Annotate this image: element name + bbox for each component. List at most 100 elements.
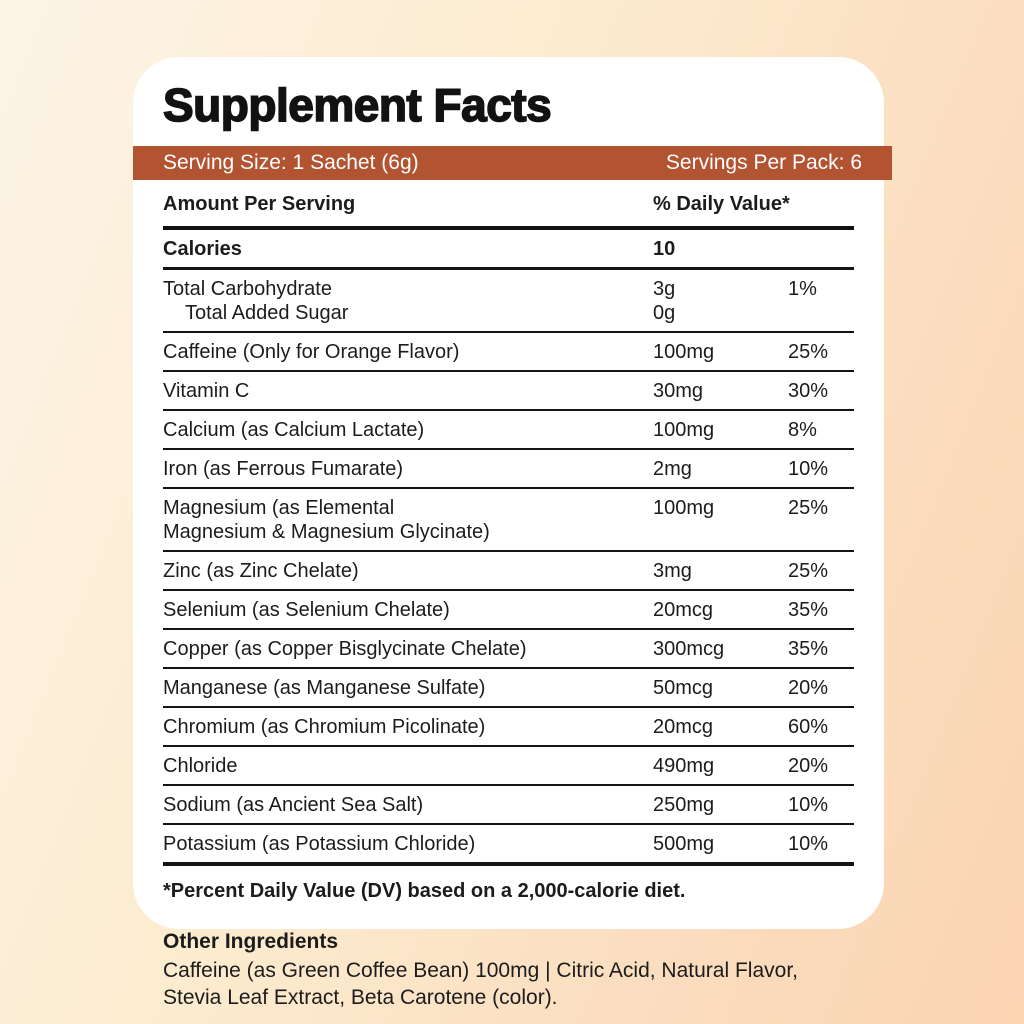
other-ingredients-line: Caffeine (as Green Coffee Bean) 100mg | … xyxy=(163,959,798,982)
table-row: Calcium (as Calcium Lactate) 100mg 8% xyxy=(163,411,854,450)
nutrient-label-line1: Potassium (as Potassium Chloride) xyxy=(163,832,476,855)
nutrient-label: Total Carbohydrate Total Added Sugar xyxy=(163,277,653,325)
supplement-facts-card: Supplement Facts Serving Size: 1 Sachet … xyxy=(133,57,892,929)
nutrient-label-line1: Manganese (as Manganese Sulfate) xyxy=(163,676,486,699)
nutrient-label-line1: Iron (as Ferrous Fumarate) xyxy=(163,457,404,480)
daily-value-header: % Daily Value* xyxy=(653,192,790,215)
nutrient-amount: 100mg xyxy=(653,418,788,442)
table-row: Caffeine (Only for Orange Flavor) 100mg … xyxy=(163,333,854,372)
nutrient-daily-value: 8% xyxy=(788,418,817,441)
nutrient-amount-line1: 490mg xyxy=(653,754,715,777)
nutrient-daily-value: 25% xyxy=(788,559,829,582)
nutrient-amount-line1: 100mg xyxy=(653,418,715,441)
nutrient-amount-line2: 0g xyxy=(653,301,676,324)
nutrient-daily-value: 60% xyxy=(788,715,829,738)
nutrient-daily-value: 25% xyxy=(788,340,829,363)
facts-table: Amount Per Serving % Daily Value* Calori… xyxy=(133,180,884,905)
nutrient-amount: 500mg xyxy=(653,832,788,856)
table-row: Copper (as Copper Bisglycinate Chelate) … xyxy=(163,630,854,669)
other-ingredients-title: Other Ingredients xyxy=(163,930,339,953)
nutrient-daily-value: 10% xyxy=(788,832,829,855)
nutrient-daily-value: 20% xyxy=(788,676,829,699)
nutrient-label: Chromium (as Chromium Picolinate) xyxy=(163,715,653,739)
nutrient-daily-value: 25% xyxy=(788,496,829,519)
nutrient-label: Calories xyxy=(163,237,653,261)
table-row: Magnesium (as Elemental Magnesium & Magn… xyxy=(163,489,854,552)
nutrient-label-line1: Magnesium (as Elemental xyxy=(163,496,395,519)
table-row: Vitamin C 30mg 30% xyxy=(163,372,854,411)
nutrient-label: Magnesium (as Elemental Magnesium & Magn… xyxy=(163,496,653,544)
nutrient-amount: 20mcg xyxy=(653,598,788,622)
table-row: Sodium (as Ancient Sea Salt) 250mg 10% xyxy=(163,786,854,825)
table-row: Calories 10 xyxy=(163,230,854,270)
nutrient-label-line1: Copper (as Copper Bisglycinate Chelate) xyxy=(163,637,527,660)
nutrient-daily-value: 10% xyxy=(788,793,829,816)
servings-per-pack-label: Servings Per Pack: 6 xyxy=(665,151,862,175)
nutrient-label-line1: Zinc (as Zinc Chelate) xyxy=(163,559,359,582)
other-ingredients-line: Stevia Leaf Extract, Beta Carotene (colo… xyxy=(163,986,558,1009)
nutrient-amount: 250mg xyxy=(653,793,788,817)
nutrient-label-line1: Caffeine (Only for Orange Flavor) xyxy=(163,340,460,363)
nutrient-amount: 2mg xyxy=(653,457,788,481)
nutrient-daily-value: 35% xyxy=(788,637,829,660)
nutrient-amount-line1: 20mcg xyxy=(653,715,714,738)
nutrient-label-line2: Magnesium & Magnesium Glycinate) xyxy=(163,520,490,543)
nutrient-amount: 100mg xyxy=(653,340,788,364)
nutrient-daily-value: 10% xyxy=(788,457,829,480)
nutrient-daily-value: 1% xyxy=(788,277,817,300)
facts-table-body: Calories 10 Total Carbohydrate Total Add… xyxy=(163,230,854,866)
nutrient-amount: 3g 0g xyxy=(653,277,788,325)
nutrient-label-line1: Calcium (as Calcium Lactate) xyxy=(163,418,425,441)
page-title: Supplement Facts xyxy=(162,79,552,131)
table-row: Selenium (as Selenium Chelate) 20mcg 35% xyxy=(163,591,854,630)
nutrient-label-line1: Chloride xyxy=(163,754,238,777)
nutrient-label: Selenium (as Selenium Chelate) xyxy=(163,598,653,622)
nutrient-amount: 3mg xyxy=(653,559,788,583)
nutrient-amount-line1: 20mcg xyxy=(653,598,714,621)
nutrient-label-line1: Calories xyxy=(163,237,242,260)
nutrient-label-line1: Vitamin C xyxy=(163,379,250,402)
nutrient-amount-line1: 100mg xyxy=(653,496,715,519)
nutrient-amount: 100mg xyxy=(653,496,788,520)
facts-table-header: Amount Per Serving % Daily Value* xyxy=(163,180,854,230)
nutrient-amount: 30mg xyxy=(653,379,788,403)
table-row: Chloride 490mg 20% xyxy=(163,747,854,786)
nutrient-daily-value: 20% xyxy=(788,754,829,777)
nutrient-label-line1: Total Carbohydrate xyxy=(163,277,332,300)
daily-value-footnote: *Percent Daily Value (DV) based on a 2,0… xyxy=(163,879,686,902)
nutrient-amount: 300mcg xyxy=(653,637,788,661)
table-row: Chromium (as Chromium Picolinate) 20mcg … xyxy=(163,708,854,747)
nutrient-label: Copper (as Copper Bisglycinate Chelate) xyxy=(163,637,653,661)
nutrient-label-line2: Total Added Sugar xyxy=(185,301,349,324)
table-row: Zinc (as Zinc Chelate) 3mg 25% xyxy=(163,552,854,591)
nutrient-amount: 490mg xyxy=(653,754,788,778)
nutrient-amount-line1: 50mcg xyxy=(653,676,714,699)
serving-size-label: Serving Size: 1 Sachet (6g) xyxy=(163,151,419,175)
nutrient-label: Potassium (as Potassium Chloride) xyxy=(163,832,653,856)
nutrient-amount-line1: 100mg xyxy=(653,340,715,363)
nutrient-amount-line1: 300mcg xyxy=(653,637,725,660)
nutrient-amount-line1: 30mg xyxy=(653,379,704,402)
nutrient-label: Sodium (as Ancient Sea Salt) xyxy=(163,793,653,817)
nutrient-daily-value: 30% xyxy=(788,379,829,402)
nutrient-label-line1: Chromium (as Chromium Picolinate) xyxy=(163,715,486,738)
table-row: Manganese (as Manganese Sulfate) 50mcg 2… xyxy=(163,669,854,708)
nutrient-amount-line1: 250mg xyxy=(653,793,715,816)
nutrient-amount: 20mcg xyxy=(653,715,788,739)
nutrient-label-line1: Sodium (as Ancient Sea Salt) xyxy=(163,793,424,816)
serving-size-bar: Serving Size: 1 Sachet (6g) Servings Per… xyxy=(133,145,892,180)
other-ingredients-section: Other Ingredients Caffeine (as Green Cof… xyxy=(163,928,883,1011)
nutrient-amount-line1: 3mg xyxy=(653,559,692,582)
nutrient-label-line1: Selenium (as Selenium Chelate) xyxy=(163,598,450,621)
nutrient-label: Manganese (as Manganese Sulfate) xyxy=(163,676,653,700)
table-row: Potassium (as Potassium Chloride) 500mg … xyxy=(163,825,854,866)
nutrient-label: Caffeine (Only for Orange Flavor) xyxy=(163,340,653,364)
nutrient-amount: 10 xyxy=(653,237,788,261)
nutrient-amount-line1: 10 xyxy=(653,237,676,260)
nutrient-label: Calcium (as Calcium Lactate) xyxy=(163,418,653,442)
nutrient-amount: 50mcg xyxy=(653,676,788,700)
nutrient-label: Zinc (as Zinc Chelate) xyxy=(163,559,653,583)
table-row: Iron (as Ferrous Fumarate) 2mg 10% xyxy=(163,450,854,489)
nutrient-daily-value: 35% xyxy=(788,598,829,621)
table-row: Total Carbohydrate Total Added Sugar 3g … xyxy=(163,270,854,333)
